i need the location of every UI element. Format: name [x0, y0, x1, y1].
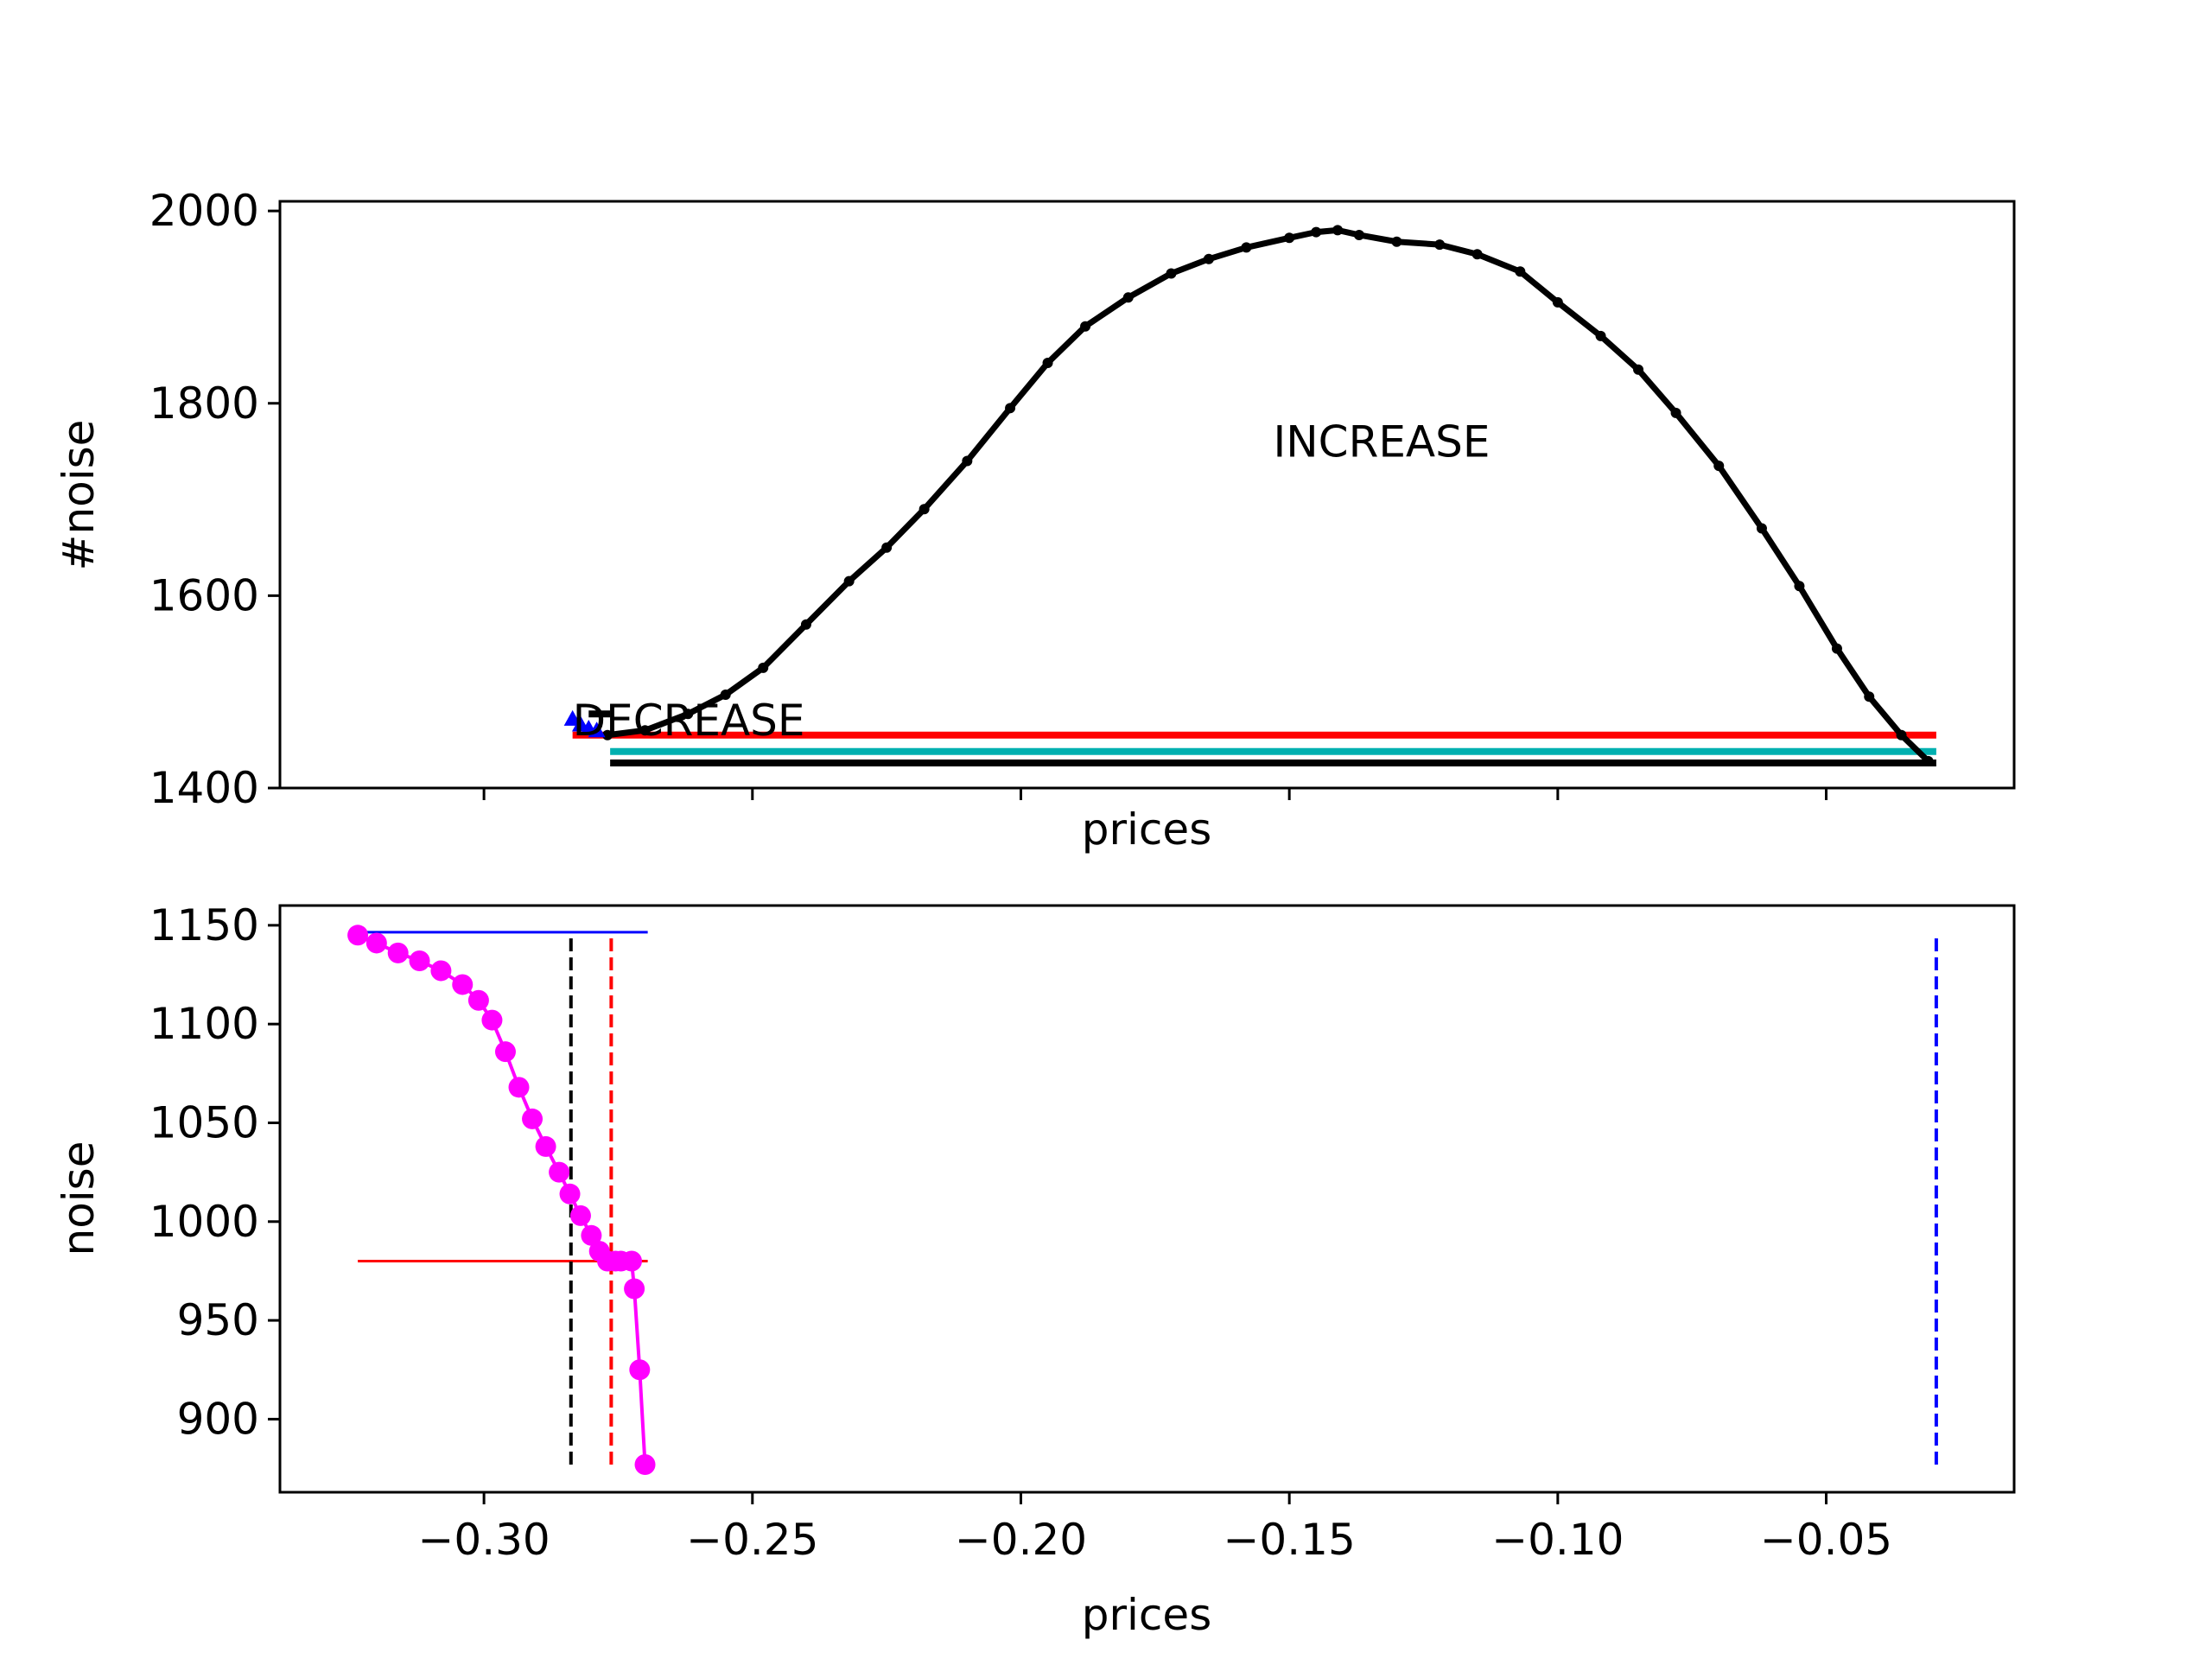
- top-series-0-point-20: [1353, 229, 1364, 240]
- top-series-0-point-10: [1005, 403, 1016, 414]
- top-x-axis-label: prices: [1082, 804, 1212, 855]
- top-ticks: 1400 1600 1800 2000: [149, 186, 1828, 813]
- top-series-0-point-11: [1042, 358, 1053, 369]
- top-panel: 1400 1600 1800 2000 INCREASE DECREASE price…: [54, 186, 2016, 855]
- bottom-series-0-point-7: [481, 1009, 503, 1031]
- bottom-series-0-point-2: [387, 942, 409, 963]
- bottom-series-0-point-14: [569, 1205, 591, 1226]
- top-series-0-point-21: [1391, 236, 1402, 247]
- top-series-0-point-3: [720, 690, 731, 701]
- top-series-0-point-26: [1595, 330, 1606, 341]
- bottom-series-0-point-23: [634, 1453, 656, 1475]
- bottom-series-0-point-5: [452, 974, 474, 995]
- top-series-0-point-9: [962, 455, 973, 467]
- top-series-1-marker-0: [563, 709, 582, 726]
- bottom-axes-frame: [278, 904, 2016, 1494]
- bottom-xtick-label-2: −0.20: [955, 1515, 1087, 1565]
- bottom-series-0-point-1: [365, 932, 387, 954]
- top-ytick-label-3: 2000: [149, 186, 259, 236]
- top-series-0-point-17: [1284, 232, 1295, 244]
- bottom-ticks: −0.30 −0.25 −0.20 −0.15 −0.10 −0.05 900 950 1000…: [149, 900, 1892, 1565]
- bottom-ytick-label-0: 900: [177, 1394, 259, 1444]
- bottom-ytick-label-3: 1050: [149, 1097, 259, 1147]
- bottom-series-0-point-6: [467, 989, 489, 1011]
- bottom-xtick-label-0: −0.30: [418, 1515, 550, 1565]
- bottom-series-0-point-9: [508, 1077, 530, 1098]
- top-series-0-point-14: [1166, 268, 1177, 279]
- bottom-ytick-label-1: 950: [177, 1295, 259, 1345]
- top-series-0-point-27: [1633, 364, 1644, 375]
- top-series-0-point-22: [1434, 239, 1446, 251]
- bottom-ytick-label-2: 1000: [149, 1197, 259, 1247]
- top-series-0-point-25: [1552, 296, 1563, 308]
- top-series-0-point-24: [1515, 266, 1526, 277]
- bottom-series-0-point-8: [494, 1041, 516, 1063]
- top-series-0-point-29: [1713, 461, 1725, 472]
- top-series-0-point-2: [683, 709, 694, 720]
- top-plot-content: [563, 225, 1936, 767]
- bottom-series-0-point-20: [620, 1250, 642, 1272]
- top-series-0-point-28: [1670, 407, 1681, 418]
- bottom-xtick-label-5: −0.05: [1760, 1515, 1892, 1565]
- top-series-0-point-6: [843, 575, 855, 587]
- bottom-series-0-point-12: [549, 1161, 570, 1183]
- top-series-0-point-34: [1896, 729, 1907, 741]
- bottom-series-0-point-15: [581, 1224, 602, 1246]
- bottom-series-0-point-10: [522, 1108, 543, 1129]
- top-series-0-point-16: [1241, 242, 1252, 253]
- top-series-0-point-18: [1311, 226, 1322, 238]
- top-series-0-point-0: [602, 729, 613, 741]
- top-y-axis-label: #noise: [54, 420, 104, 571]
- top-series-0-point-5: [800, 619, 811, 630]
- top-series-0-point-1: [639, 725, 651, 736]
- top-series-0-point-12: [1080, 321, 1091, 332]
- bottom-series-0-point-13: [559, 1183, 581, 1205]
- top-series-0-point-32: [1831, 643, 1842, 654]
- bottom-series-0-point-11: [535, 1135, 556, 1157]
- bottom-panel: −0.30 −0.25 −0.20 −0.15 −0.10 −0.05 900 950 1000…: [54, 900, 2016, 1640]
- bottom-series-0-point-4: [430, 960, 452, 982]
- top-series-1-marker-3: [588, 721, 606, 738]
- top-ytick-label-0: 1400: [149, 763, 259, 813]
- top-ytick-label-1: 1600: [149, 570, 259, 620]
- top-ytick-label-2: 1800: [149, 378, 259, 429]
- top-series-0-point-33: [1864, 691, 1875, 702]
- top-series-0-point-7: [881, 542, 893, 553]
- bottom-xtick-label-1: −0.25: [686, 1515, 818, 1565]
- bottom-x-axis-label: prices: [1082, 1590, 1212, 1640]
- bottom-series-0-point-21: [624, 1278, 645, 1300]
- top-annotation-increase: INCREASE: [1274, 416, 1491, 467]
- top-series-0-point-31: [1794, 581, 1805, 592]
- bottom-xtick-label-3: −0.15: [1224, 1515, 1356, 1565]
- top-series-0-point-30: [1756, 523, 1767, 534]
- bottom-xtick-label-4: −0.10: [1491, 1515, 1624, 1565]
- bottom-series-0-point-22: [629, 1359, 651, 1381]
- top-series-0-point-8: [918, 504, 930, 515]
- top-series-0-point-23: [1471, 249, 1483, 260]
- top-series-0-line: [607, 226, 1931, 764]
- bottom-ytick-label-5: 1150: [149, 900, 259, 950]
- bottom-series-0-point-0: [347, 925, 369, 946]
- top-annotation-decrease: DECREASE: [573, 696, 805, 746]
- top-series-0-point-35: [1923, 755, 1934, 766]
- top-series-0-point-4: [758, 662, 769, 673]
- top-series-0-point-19: [1332, 225, 1344, 236]
- bottom-ytick-label-4: 1100: [149, 999, 259, 1049]
- top-axes-frame: [278, 200, 2016, 790]
- top-series-0-point-13: [1122, 292, 1134, 303]
- bottom-plot-content: [347, 925, 1938, 1475]
- bottom-y-axis-label: noise: [54, 1141, 104, 1256]
- top-series-0-point-15: [1203, 253, 1214, 264]
- bottom-series-0-point-3: [409, 950, 430, 972]
